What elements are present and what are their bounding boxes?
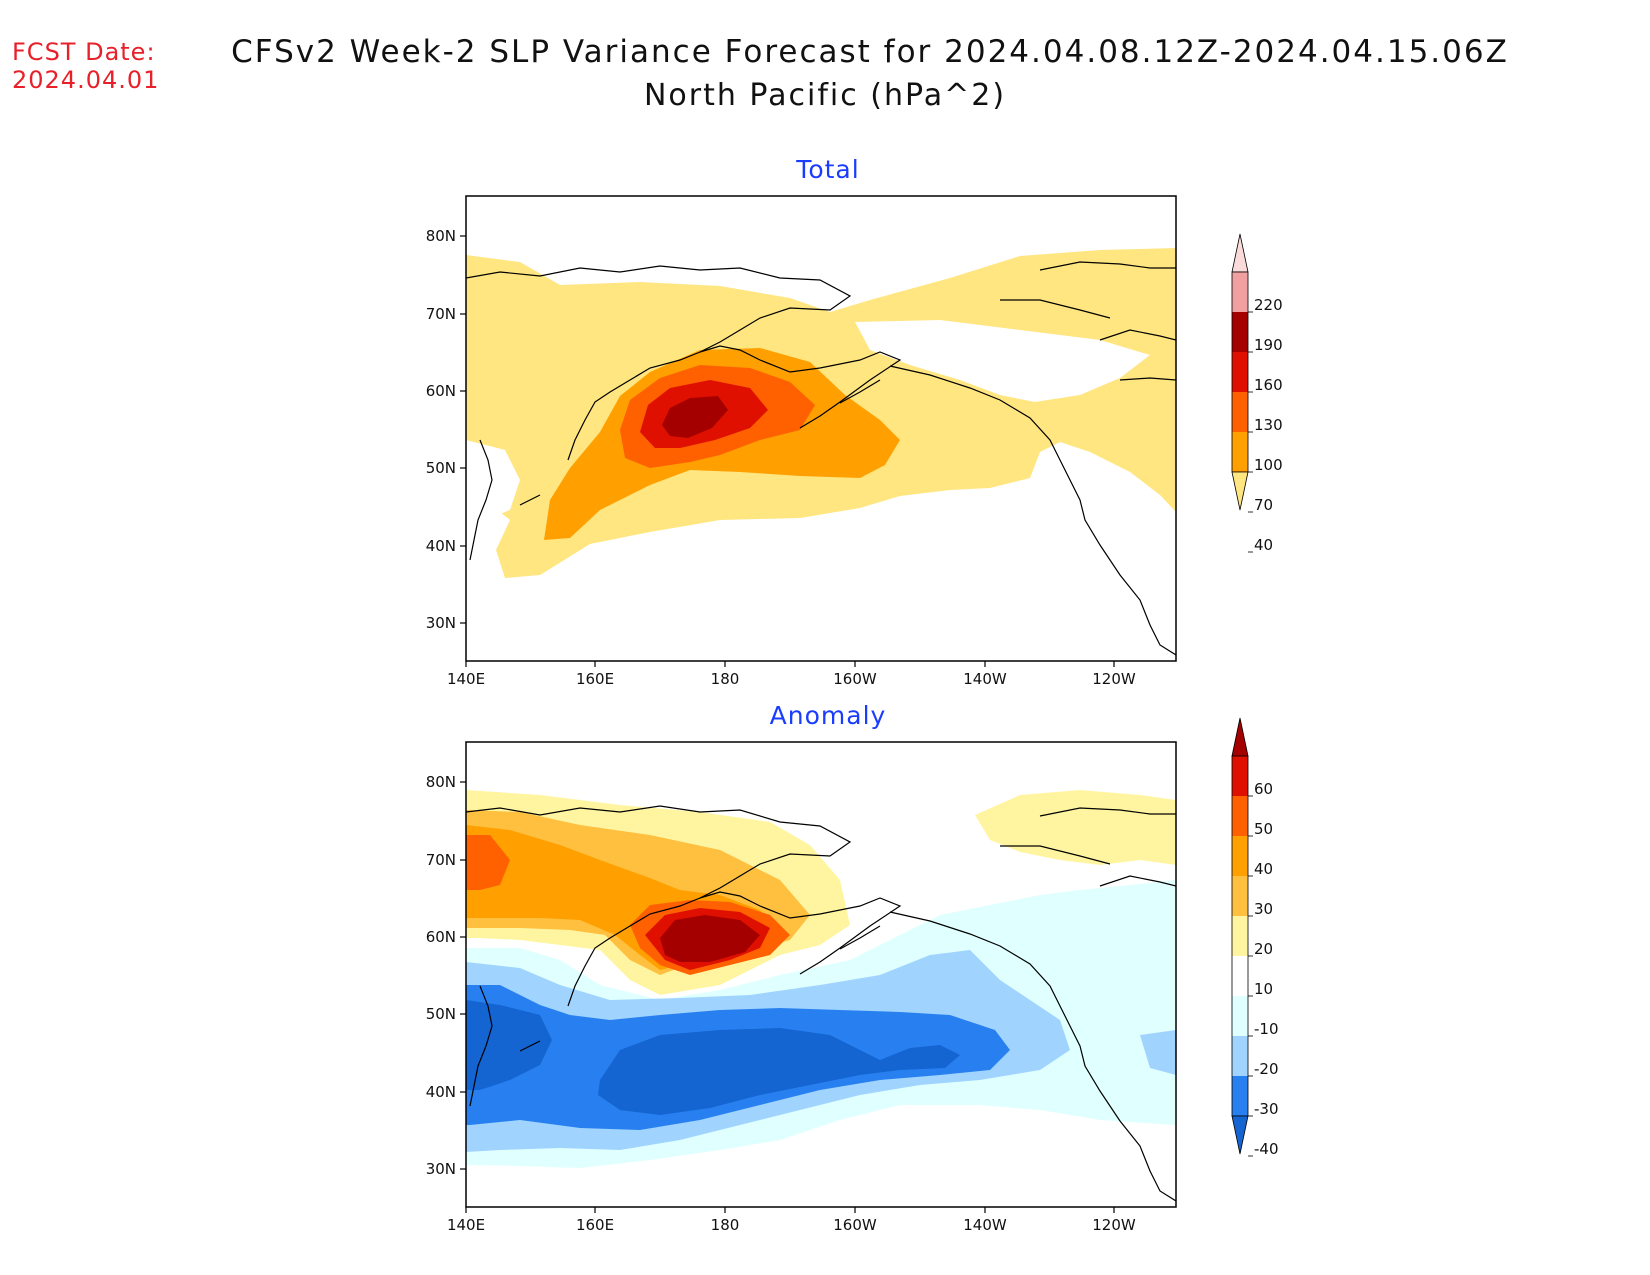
- colorbar-swatch: [1232, 1036, 1248, 1076]
- coastlines-top: [466, 261, 1176, 656]
- colorbar-label: 40: [1254, 536, 1273, 554]
- contour-anom-40: [466, 835, 510, 890]
- colorbar-label: 30: [1254, 900, 1273, 918]
- lat-axis-top: 80N 70N 60N 50N 40N 30N: [426, 227, 466, 632]
- lon-tick-label: 140E: [447, 670, 485, 688]
- colorbar-swatch: [1232, 352, 1248, 392]
- contour-anom-60: [660, 915, 760, 962]
- forecast-date: FCST Date: 2024.04.01: [12, 38, 159, 94]
- anomaly-variance-map: [466, 742, 1176, 1207]
- lat-tick-label: 80N: [426, 227, 456, 245]
- total-variance-map: [466, 196, 1176, 661]
- forecast-date-label: FCST Date:: [12, 38, 156, 66]
- colorbar-swatch: [1232, 956, 1248, 996]
- colorbar-swatch: [1232, 756, 1248, 796]
- colorbar-label: 10: [1254, 980, 1273, 998]
- lat-tick-label: 40N: [426, 537, 456, 555]
- colorbar-anomaly: 60 50 40 30 20 10 -10 -20 -30 -40: [1231, 717, 1279, 1158]
- lat-tick-label: 40N: [426, 1083, 456, 1101]
- lon-tick-label: 140W: [963, 1216, 1007, 1234]
- lat-tick-label: 60N: [426, 382, 456, 400]
- colorbar-label: -40: [1254, 1140, 1279, 1158]
- colorbar-swatch: [1232, 392, 1248, 432]
- lat-tick-label: 80N: [426, 773, 456, 791]
- panel-title-anomaly: Anomaly: [770, 701, 887, 730]
- colorbar-overflow-arrow: [1231, 717, 1249, 757]
- coastlines-bottom: [466, 805, 1176, 1202]
- colorbar-swatch: [1232, 1076, 1248, 1116]
- lon-tick-label: 160W: [833, 670, 877, 688]
- contour-anom-neg40: [466, 1000, 552, 1090]
- colorbar-label: -20: [1254, 1060, 1279, 1078]
- lat-tick-label: 70N: [426, 305, 456, 323]
- lon-axis-bottom: 140E 160E 180 160W 140W 120W: [447, 1207, 1136, 1234]
- colorbar-label: 40: [1254, 860, 1273, 878]
- lat-tick-label: 70N: [426, 851, 456, 869]
- lon-tick-label: 120W: [1092, 670, 1136, 688]
- map-frame-top: [465, 195, 1177, 662]
- colorbar-overflow-arrow: [1231, 233, 1249, 273]
- lat-tick-label: 60N: [426, 928, 456, 946]
- colorbar-label: 130: [1254, 416, 1283, 434]
- lon-tick-label: 180: [711, 670, 740, 688]
- colorbar-label: 60: [1254, 780, 1273, 798]
- colorbar-label: 190: [1254, 336, 1283, 354]
- page-subtitle: North Pacific (hPa^2): [643, 78, 1007, 113]
- colorbar-total: 220 190 160 130 100 70 40: [1231, 233, 1283, 554]
- contour-total-160: [662, 396, 728, 438]
- colorbar-label: 100: [1254, 456, 1283, 474]
- lon-tick-label: 140E: [447, 1216, 485, 1234]
- colorbar-label: 220: [1254, 296, 1283, 314]
- lon-tick-label: 140W: [963, 670, 1007, 688]
- lon-tick-label: 160E: [576, 1216, 614, 1234]
- colorbar-label: 50: [1254, 820, 1273, 838]
- lat-axis-bottom: 80N 70N 60N 50N 40N 30N: [426, 773, 466, 1178]
- lon-tick-label: 160W: [833, 1216, 877, 1234]
- colorbar-swatch: [1232, 836, 1248, 876]
- colorbar-swatch: [1232, 432, 1248, 472]
- map-frame-bottom: [465, 741, 1177, 1208]
- lon-tick-label: 160E: [576, 670, 614, 688]
- panel-title-total: Total: [795, 155, 859, 184]
- page-title: CFSv2 Week-2 SLP Variance Forecast for 2…: [231, 34, 1509, 70]
- colorbar-swatch: [1232, 916, 1248, 956]
- colorbar-swatch: [1232, 796, 1248, 836]
- colorbar-label: 160: [1254, 376, 1283, 394]
- colorbar-swatch: [1232, 996, 1248, 1036]
- lon-tick-label: 120W: [1092, 1216, 1136, 1234]
- colorbar-swatch: [1232, 312, 1248, 352]
- colorbar-label: -30: [1254, 1100, 1279, 1118]
- colorbar-underflow-arrow: [1231, 1115, 1249, 1155]
- colorbar-swatch: [1232, 876, 1248, 916]
- forecast-date-value: 2024.04.01: [12, 66, 160, 94]
- lat-tick-label: 50N: [426, 459, 456, 477]
- lat-tick-label: 30N: [426, 614, 456, 632]
- lat-tick-label: 30N: [426, 1160, 456, 1178]
- lat-tick-label: 50N: [426, 1005, 456, 1023]
- lon-tick-label: 180: [711, 1216, 740, 1234]
- colorbar-label: -10: [1254, 1020, 1279, 1038]
- colorbar-underflow-arrow: [1231, 471, 1249, 511]
- colorbar-swatch: [1232, 272, 1248, 312]
- colorbar-label: 70: [1254, 496, 1273, 514]
- colorbar-label: 20: [1254, 940, 1273, 958]
- lon-axis-top: 140E 160E 180 160W 140W 120W: [447, 661, 1136, 688]
